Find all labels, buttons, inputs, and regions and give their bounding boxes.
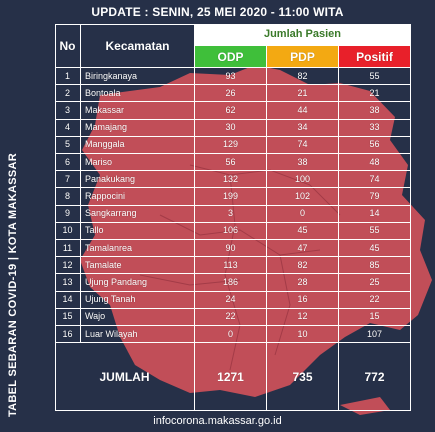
header-kecamatan: Kecamatan (81, 24, 195, 68)
row-no: 1 (55, 68, 81, 86)
row-kecamatan: Makassar (81, 102, 195, 120)
row-positif: 56 (339, 136, 411, 154)
row-pdp: 45 (267, 222, 339, 240)
row-pdp: 102 (267, 188, 339, 206)
row-no: 3 (55, 102, 81, 120)
total-pdp: 735 (267, 343, 339, 411)
row-pdp: 10 (267, 326, 339, 344)
row-kecamatan: Panakukang (81, 171, 195, 189)
row-odp: 199 (195, 188, 267, 206)
row-kecamatan: Rappocini (81, 188, 195, 206)
row-pdp: 82 (267, 68, 339, 86)
row-positif: 33 (339, 119, 411, 137)
row-kecamatan: Manggala (81, 136, 195, 154)
row-positif: 107 (339, 326, 411, 344)
row-pdp: 21 (267, 85, 339, 103)
row-positif: 79 (339, 188, 411, 206)
row-kecamatan: Tamalanrea (81, 240, 195, 258)
row-no: 12 (55, 257, 81, 275)
row-kecamatan: Mariso (81, 154, 195, 172)
row-positif: 14 (339, 205, 411, 223)
header-no: No (55, 24, 81, 68)
row-odp: 106 (195, 222, 267, 240)
row-no: 13 (55, 274, 81, 292)
row-odp: 186 (195, 274, 267, 292)
row-odp: 90 (195, 240, 267, 258)
header-pdp: PDP (267, 46, 339, 68)
row-no: 10 (55, 222, 81, 240)
row-pdp: 100 (267, 171, 339, 189)
row-positif: 25 (339, 274, 411, 292)
row-odp: 24 (195, 291, 267, 309)
row-kecamatan: Ujung Tanah (81, 291, 195, 309)
row-pdp: 74 (267, 136, 339, 154)
update-header: UPDATE : SENIN, 25 MEI 2020 - 11:00 WITA (91, 5, 344, 19)
row-odp: 56 (195, 154, 267, 172)
row-kecamatan: Tamalate (81, 257, 195, 275)
row-odp: 3 (195, 205, 267, 223)
row-pdp: 38 (267, 154, 339, 172)
row-kecamatan: Wajo (81, 308, 195, 326)
header-positif: Positif (339, 46, 411, 68)
side-title: TABEL SEBARAN COVID-19 | KOTA MAKASSAR (7, 152, 19, 418)
row-kecamatan: Mamajang (81, 119, 195, 137)
total-label: JUMLAH (55, 343, 195, 411)
row-pdp: 34 (267, 119, 339, 137)
row-odp: 129 (195, 136, 267, 154)
row-no: 5 (55, 136, 81, 154)
row-odp: 22 (195, 308, 267, 326)
row-no: 6 (55, 154, 81, 172)
row-positif: 85 (339, 257, 411, 275)
row-positif: 55 (339, 222, 411, 240)
row-positif: 45 (339, 240, 411, 258)
row-kecamatan: Luar Wilayah (81, 326, 195, 344)
covid-table: No Kecamatan Jumlah Pasien ODP PDP Positif 1 Bi… (55, 24, 411, 411)
row-odp: 132 (195, 171, 267, 189)
row-pdp: 44 (267, 102, 339, 120)
row-odp: 0 (195, 326, 267, 344)
row-kecamatan: Ujung Pandang (81, 274, 195, 292)
row-no: 15 (55, 308, 81, 326)
row-pdp: 12 (267, 308, 339, 326)
row-odp: 30 (195, 119, 267, 137)
row-no: 9 (55, 205, 81, 223)
row-no: 16 (55, 326, 81, 344)
website-footer: infocorona.makassar.go.id (153, 415, 282, 427)
row-positif: 48 (339, 154, 411, 172)
row-pdp: 0 (267, 205, 339, 223)
row-odp: 93 (195, 68, 267, 86)
row-positif: 55 (339, 68, 411, 86)
row-no: 11 (55, 240, 81, 258)
row-kecamatan: Biringkanaya (81, 68, 195, 86)
header-jumlah-pasien: Jumlah Pasien (195, 24, 411, 46)
row-kecamatan: Bontoala (81, 85, 195, 103)
row-no: 4 (55, 119, 81, 137)
row-odp: 113 (195, 257, 267, 275)
row-positif: 15 (339, 308, 411, 326)
total-odp: 1271 (195, 343, 267, 411)
row-pdp: 16 (267, 291, 339, 309)
header-odp: ODP (195, 46, 267, 68)
row-kecamatan: Sangkarrang (81, 205, 195, 223)
row-positif: 21 (339, 85, 411, 103)
row-kecamatan: Tallo (81, 222, 195, 240)
row-positif: 38 (339, 102, 411, 120)
row-no: 14 (55, 291, 81, 309)
total-positif: 772 (339, 343, 411, 411)
row-pdp: 28 (267, 274, 339, 292)
row-no: 8 (55, 188, 81, 206)
row-no: 2 (55, 85, 81, 103)
row-positif: 22 (339, 291, 411, 309)
row-odp: 26 (195, 85, 267, 103)
row-odp: 62 (195, 102, 267, 120)
row-pdp: 47 (267, 240, 339, 258)
row-pdp: 82 (267, 257, 339, 275)
row-no: 7 (55, 171, 81, 189)
row-positif: 74 (339, 171, 411, 189)
